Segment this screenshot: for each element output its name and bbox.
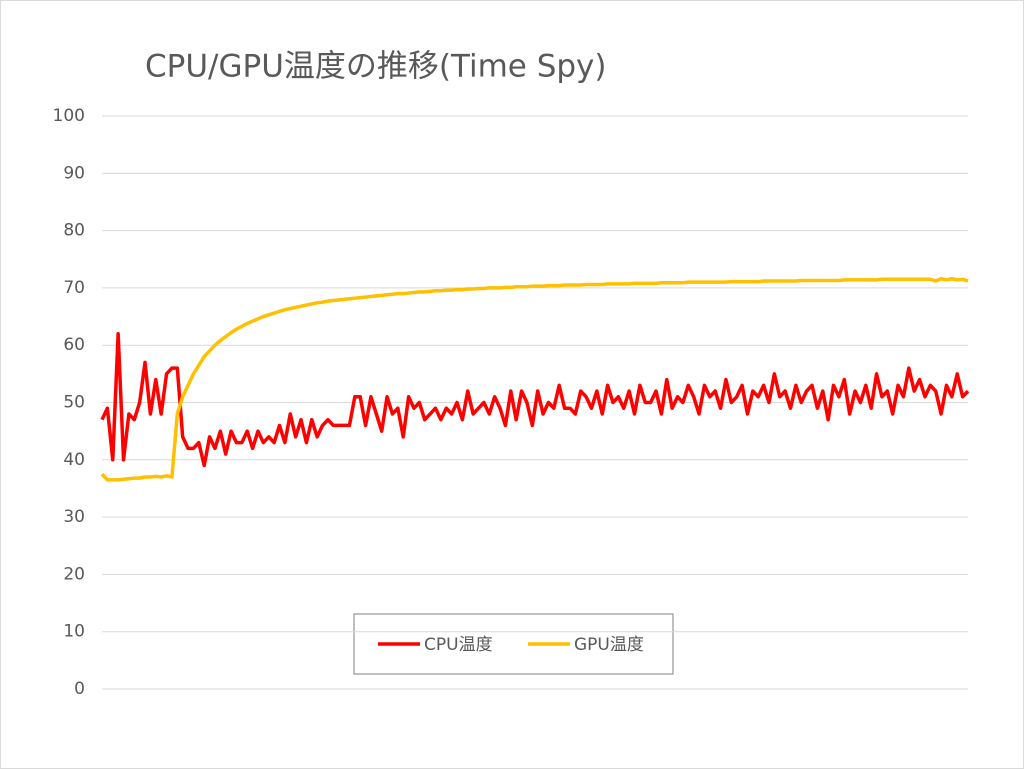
y-tick-label: 0 [74,679,85,699]
y-tick-label: 50 [63,393,85,413]
y-tick-label: 30 [63,507,85,527]
chart-title: CPU/GPU温度の推移(Time Spy) [145,49,607,85]
legend-label: CPU温度 [424,635,493,655]
legend-label: GPU温度 [574,635,644,655]
y-tick-label: 100 [53,106,85,126]
y-tick-label: 80 [63,221,85,241]
y-tick-label: 70 [63,278,85,298]
y-tick-label: 10 [63,622,85,642]
y-tick-label: 90 [63,163,85,183]
y-tick-label: 60 [63,335,85,355]
series-line [100,331,970,468]
y-tick-label: 40 [63,450,85,470]
y-tick-label: 20 [63,564,85,584]
series-line [100,276,969,482]
